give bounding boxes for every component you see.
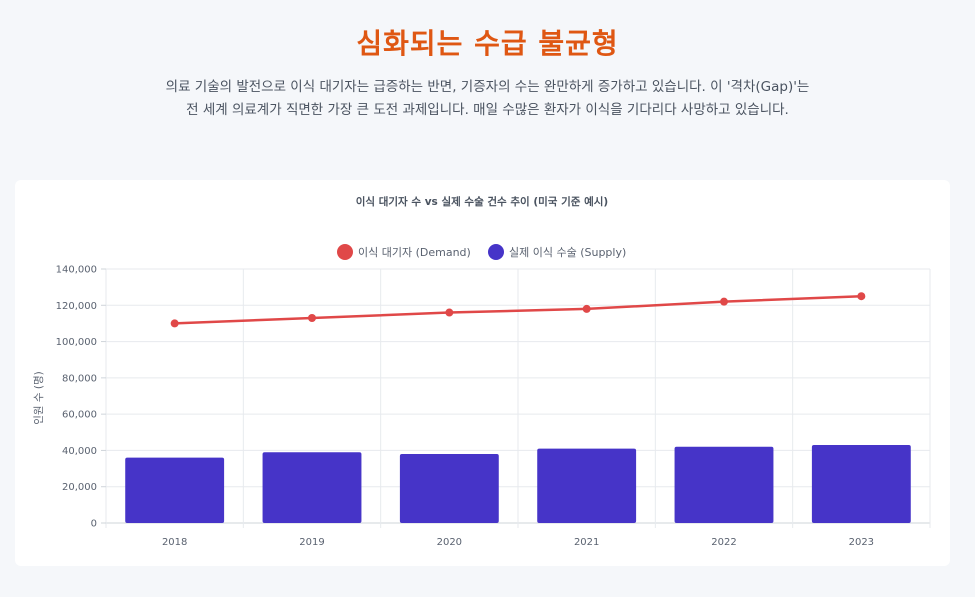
- y-tick-label: 140,000: [56, 265, 97, 276]
- chart-card: 이식 대기자 수 vs 실제 수술 건수 추이 (미국 기준 예시) 이식 대기…: [15, 180, 950, 566]
- y-tick-label: 120,000: [56, 301, 97, 312]
- grid: [105, 268, 931, 528]
- y-tick-label: 80,000: [62, 373, 97, 384]
- legend-label-supply: 실제 이식 수술 (Supply): [509, 246, 626, 259]
- y-tick-label: 0: [91, 519, 97, 530]
- supply-bar: [537, 448, 637, 523]
- legend[interactable]: 이식 대기자 (Demand) 실제 이식 수술 (Supply): [337, 244, 626, 260]
- y-axis-label: 인원 수 (명): [33, 371, 45, 425]
- demand-point: [857, 292, 866, 301]
- demand-line: [170, 292, 866, 328]
- description-line-1: 의료 기술의 발전으로 이식 대기자는 급증하는 반면, 기증자의 수는 완만하…: [165, 79, 810, 95]
- x-tick-label: 2019: [299, 537, 324, 548]
- supply-bar: [262, 452, 362, 523]
- supply-bars: [125, 444, 911, 523]
- y-tick-label: 60,000: [62, 410, 97, 421]
- x-tick-label: 2020: [437, 537, 462, 548]
- y-axis: 0 20,000 40,000 60,000 80,000 100,000 120,000 1…: [56, 265, 106, 530]
- y-tick-label: 40,000: [62, 446, 97, 457]
- demand-point: [170, 319, 179, 328]
- legend-marker-demand: [337, 244, 353, 260]
- x-tick-label: 2018: [162, 537, 187, 548]
- legend-label-demand: 이식 대기자 (Demand): [358, 246, 471, 259]
- demand-line-path: [174, 294, 862, 325]
- header: 심화되는 수급 불균형 의료 기술의 발전으로 이식 대기자는 급증하는 반면,…: [0, 0, 975, 122]
- chart: 이식 대기자 수 vs 실제 수술 건수 추이 (미국 기준 예시) 이식 대기…: [33, 195, 931, 548]
- description-line-2: 전 세계 의료계가 직면한 가장 큰 도전 과제입니다. 매일 수많은 환자가 …: [186, 102, 789, 118]
- demand-point: [720, 297, 728, 306]
- demand-point: [445, 308, 454, 317]
- y-tick-label: 20,000: [62, 482, 97, 493]
- x-axis: 2018 2019 2020 2021 2022 2023: [162, 537, 874, 548]
- x-tick-label: 2022: [711, 537, 736, 548]
- supply-bar: [674, 446, 774, 523]
- legend-marker-supply: [488, 244, 504, 260]
- supply-bar: [811, 444, 911, 523]
- demand-point: [582, 304, 591, 313]
- legend-item-supply[interactable]: 실제 이식 수술 (Supply): [488, 244, 626, 260]
- demand-point: [308, 313, 316, 322]
- x-tick-label: 2021: [574, 537, 599, 548]
- supply-bar: [399, 454, 499, 523]
- x-tick-label: 2023: [849, 537, 874, 548]
- page-description: 의료 기술의 발전으로 이식 대기자는 급증하는 반면, 기증자의 수는 완만하…: [108, 76, 868, 122]
- supply-bar: [125, 457, 225, 523]
- chart-title: 이식 대기자 수 vs 실제 수술 건수 추이 (미국 기준 예시): [356, 195, 608, 208]
- legend-item-demand[interactable]: 이식 대기자 (Demand): [337, 244, 471, 260]
- y-tick-label: 100,000: [56, 337, 97, 348]
- page-title: 심화되는 수급 불균형: [356, 27, 619, 60]
